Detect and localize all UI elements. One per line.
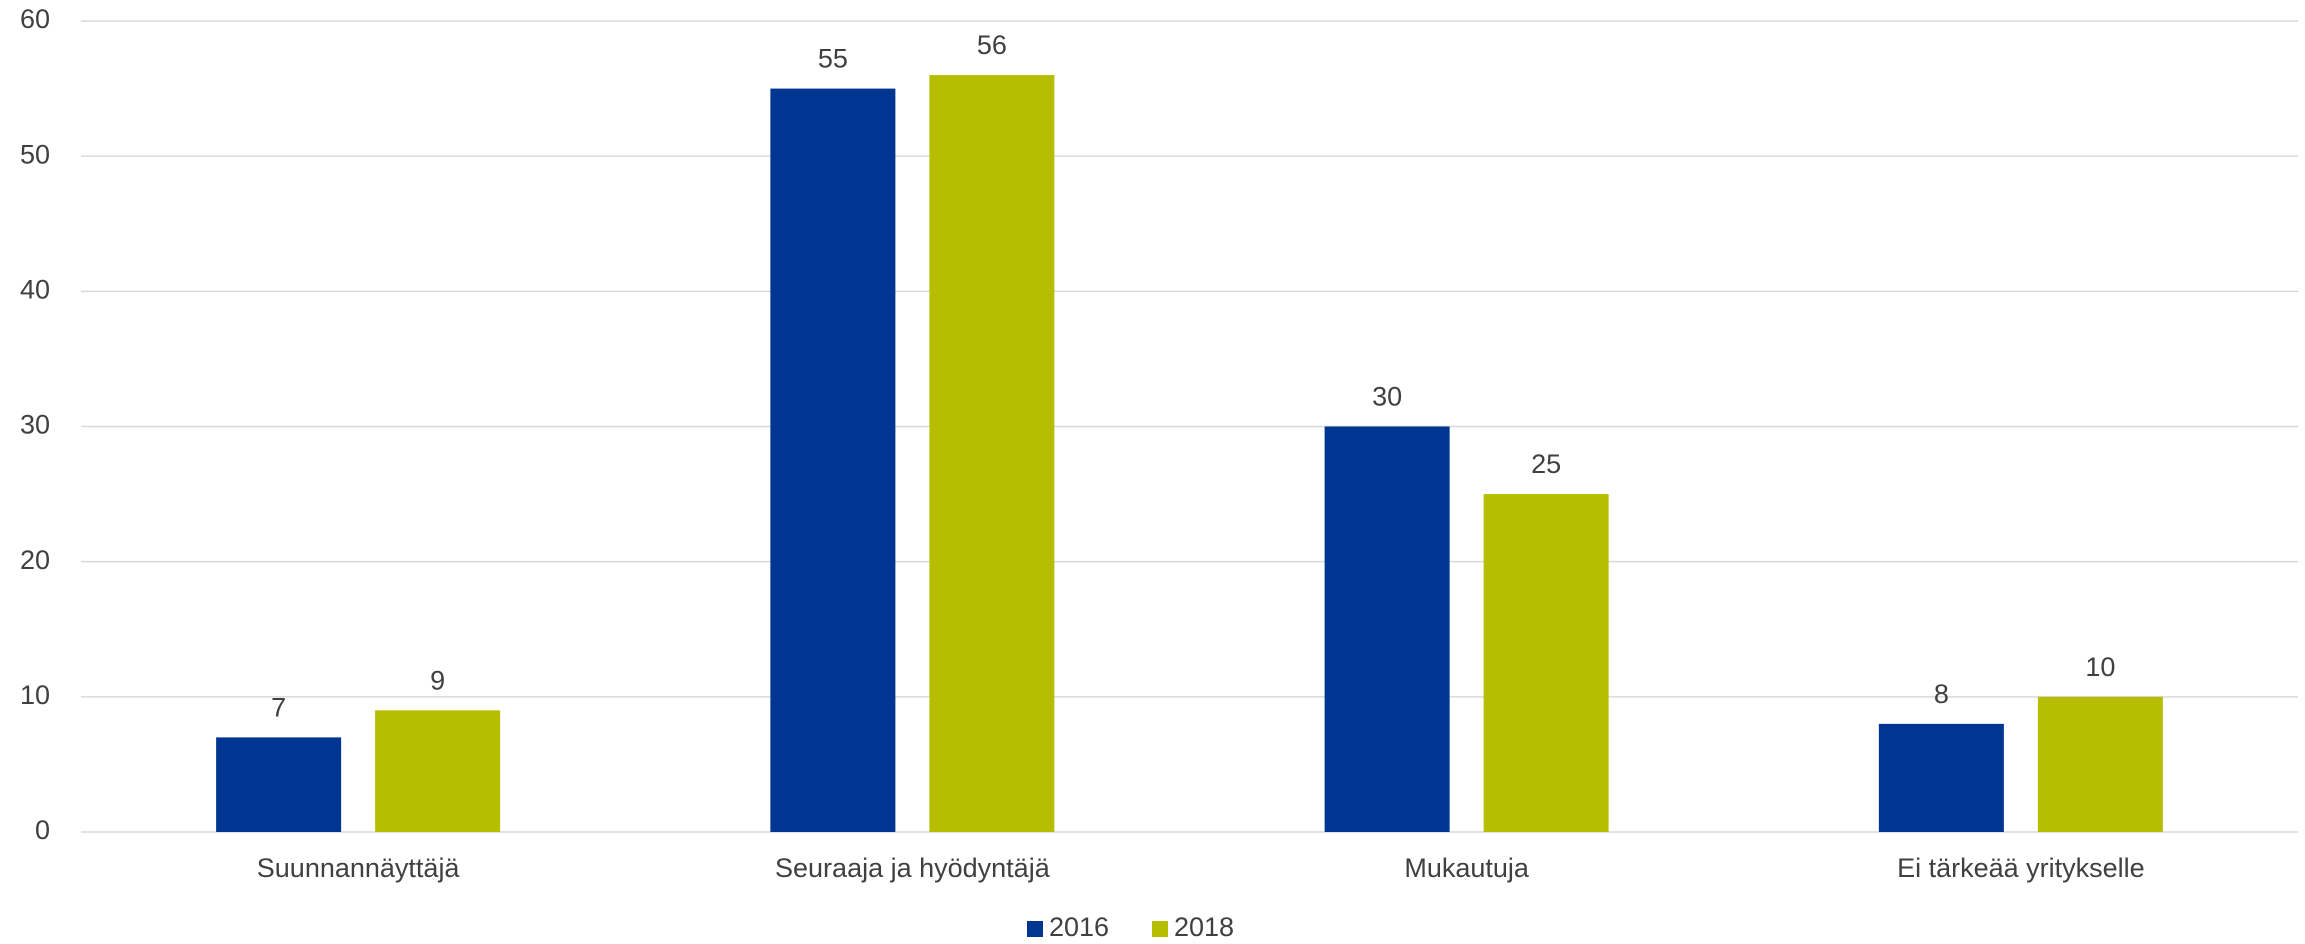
bar xyxy=(2037,696,2163,832)
x-tick-label: Ei tärkeää yritykselle xyxy=(1897,853,2145,883)
bar xyxy=(1483,494,1609,832)
data-label: 7 xyxy=(271,693,286,723)
bar xyxy=(1878,723,2004,832)
data-label: 25 xyxy=(1531,449,1561,479)
y-tick-label: 50 xyxy=(20,139,50,169)
x-tick-label: Seuraaja ja hyödyntäjä xyxy=(775,853,1051,883)
bar xyxy=(929,75,1055,833)
data-label: 8 xyxy=(1934,679,1949,709)
x-tick-label: Suunnannäyttäjä xyxy=(257,853,461,883)
bar xyxy=(1324,426,1450,832)
data-label: 10 xyxy=(2085,652,2115,682)
data-label: 9 xyxy=(430,665,445,695)
y-tick-label: 0 xyxy=(35,815,50,845)
data-label: 56 xyxy=(977,30,1007,60)
y-tick-label: 60 xyxy=(20,4,50,34)
bar xyxy=(216,737,342,832)
legend-swatch xyxy=(1152,921,1168,937)
y-tick-label: 10 xyxy=(20,680,50,710)
y-tick-label: 20 xyxy=(20,545,50,575)
legend-label: 2018 xyxy=(1174,912,1234,942)
bar xyxy=(770,88,896,833)
y-tick-label: 30 xyxy=(20,410,50,440)
legend-swatch xyxy=(1027,921,1043,937)
x-tick-label: Mukautuja xyxy=(1404,853,1530,883)
data-label: 55 xyxy=(818,44,848,74)
legend-label: 2016 xyxy=(1049,912,1109,942)
bar xyxy=(375,710,501,832)
data-label: 30 xyxy=(1372,382,1402,412)
y-tick-label: 40 xyxy=(20,274,50,304)
